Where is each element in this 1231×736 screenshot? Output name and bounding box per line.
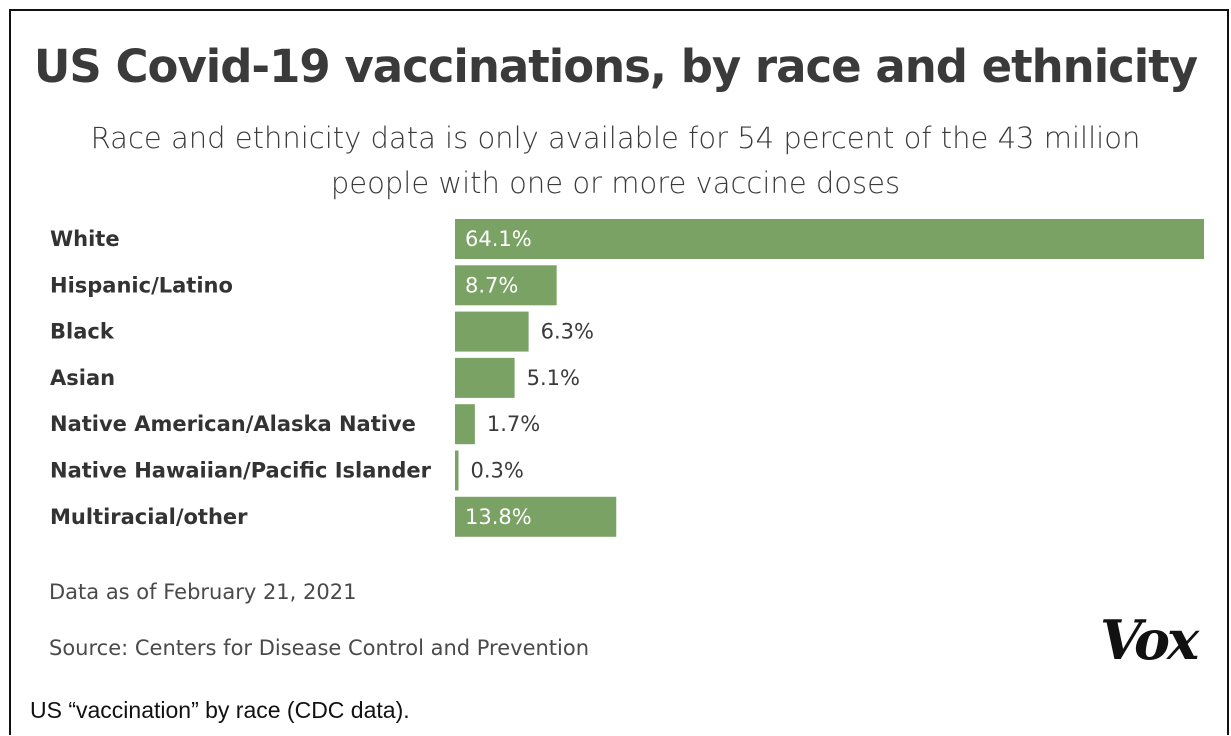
chart-title: US Covid-19 vaccinations, by race and et… bbox=[33, 40, 1198, 93]
source-note: Source: Centers for Disease Control and … bbox=[49, 636, 590, 660]
bar bbox=[455, 450, 459, 491]
value-label: 0.3% bbox=[471, 459, 524, 483]
category-label: Asian bbox=[50, 366, 115, 390]
bar bbox=[455, 496, 617, 537]
category-label: White bbox=[50, 227, 120, 251]
value-label: 1.7% bbox=[487, 412, 540, 436]
bar bbox=[455, 265, 557, 306]
chart-subtitle: Race and ethnicity data is only availabl… bbox=[90, 121, 1141, 200]
value-label: 13.8% bbox=[465, 505, 532, 529]
image-frame bbox=[9, 9, 1229, 735]
bar bbox=[455, 311, 529, 352]
value-label: 5.1% bbox=[527, 366, 580, 390]
value-label: 64.1% bbox=[465, 227, 532, 251]
category-label: Black bbox=[50, 320, 115, 344]
category-label: Hispanic/Latino bbox=[50, 273, 233, 297]
value-label: 8.7% bbox=[465, 273, 518, 297]
data-date-note: Data as of February 21, 2021 bbox=[49, 580, 357, 604]
category-label: Multiracial/other bbox=[50, 505, 248, 529]
bar-chart: White 64.1% Hispanic/Latino 8.7% Black 6.3% As… bbox=[50, 219, 1204, 537]
value-label: 6.3% bbox=[541, 320, 594, 344]
bar bbox=[455, 404, 475, 445]
category-label: Native American/Alaska Native bbox=[50, 412, 416, 436]
vox-logo: Vox bbox=[1100, 608, 1199, 672]
image-caption: US “vaccination” by race (CDC data). bbox=[30, 697, 410, 723]
bar bbox=[455, 219, 1204, 259]
bar bbox=[455, 357, 515, 398]
category-label: Native Hawaiian/Pacific Islander bbox=[50, 459, 432, 483]
